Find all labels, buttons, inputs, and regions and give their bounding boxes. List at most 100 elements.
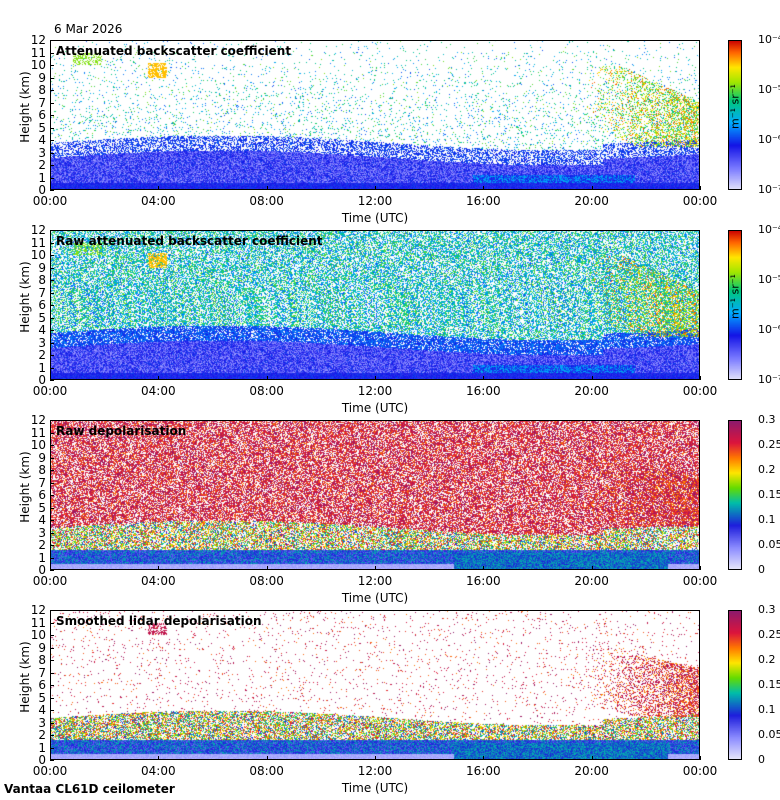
colorbar-tick-label: 0.25 (758, 628, 780, 641)
y-tick-label: 0 (38, 183, 46, 197)
y-tick-label: 8 (38, 83, 46, 97)
x-tick-mark (375, 376, 376, 380)
x-tick-label: 20:00 (574, 574, 609, 588)
y-tick-mark (50, 255, 54, 256)
x-tick-label: 16:00 (466, 194, 501, 208)
y-tick-label: 0 (38, 563, 46, 577)
colorbar-frame (728, 420, 742, 570)
chart-panel: Attenuated backscatter coefficient 0 1 2 3 4 5… (0, 34, 780, 230)
y-tick-mark (50, 420, 54, 421)
y-tick-label: 8 (38, 273, 46, 287)
colorbar-tick-label: 0 (758, 563, 765, 576)
x-tick-mark (158, 376, 160, 380)
chart-panel: Raw attenuated backscatter coefficient 0 1… (0, 224, 780, 420)
chart-title: Smoothed lidar depolarisation (56, 614, 262, 628)
y-tick-label: 11 (30, 45, 46, 60)
colorbar-tick-label: 0.05 (758, 538, 780, 551)
x-tick-mark (591, 756, 593, 760)
y-tick-mark (50, 507, 54, 509)
y-tick-mark (50, 242, 54, 244)
y-tick-mark (50, 292, 54, 294)
x-tick-label: 12:00 (357, 384, 393, 398)
y-tick-label: 8 (38, 653, 46, 667)
y-tick-label: 1 (38, 170, 46, 185)
x-tick-mark (700, 376, 701, 380)
y-tick-label: 3 (38, 715, 46, 730)
colorbar-frame (728, 40, 742, 190)
colorbar-tick-label: 10⁻⁴ (758, 33, 780, 46)
colorbar-tick-label: 10⁻⁵ (758, 273, 780, 286)
y-tick-label: 10 (30, 628, 46, 642)
colorbar-canvas (728, 610, 742, 760)
colorbar-unit: m⁻¹ sr⁻¹ (728, 84, 742, 129)
y-tick-mark (50, 660, 54, 661)
colorbar-tick-label: 0.15 (758, 488, 780, 501)
y-tick-mark (50, 127, 54, 129)
y-tick-mark (50, 40, 54, 41)
y-tick-mark (50, 557, 54, 559)
y-tick-mark (50, 760, 54, 761)
y-tick-label: 0 (38, 373, 46, 387)
y-tick-label: 11 (30, 425, 46, 440)
x-tick-label: 04:00 (141, 574, 176, 588)
colorbar-canvas (728, 420, 742, 570)
y-tick-mark (50, 622, 54, 624)
x-tick-label: 00:00 (32, 764, 68, 778)
x-tick-mark (158, 186, 160, 190)
footer-label: Vantaa CL61D ceilometer (4, 782, 175, 796)
colorbar-canvas (728, 230, 742, 380)
y-tick-mark (50, 102, 54, 104)
colorbar-tick-label: 10⁻⁷ (758, 183, 780, 196)
x-tick-label: 12:00 (357, 574, 393, 588)
y-tick-mark (50, 470, 54, 471)
y-tick-mark (50, 190, 54, 191)
y-tick-label: 9 (38, 450, 46, 465)
colorbar-tick-label: 0.2 (758, 653, 776, 666)
x-tick-label: 20:00 (574, 384, 609, 398)
y-axis-label: Height (km) (18, 261, 32, 333)
x-tick-label: 16:00 (466, 384, 501, 398)
x-tick-label: 00:00 (682, 384, 718, 398)
colorbar-tick-label: 10⁻⁴ (758, 223, 780, 236)
y-tick-label: 9 (38, 70, 46, 85)
x-tick-label: 12:00 (357, 194, 393, 208)
y-tick-mark (50, 495, 54, 496)
y-tick-mark (50, 177, 54, 179)
y-tick-label: 7 (38, 475, 46, 490)
x-tick-label: 00:00 (32, 194, 68, 208)
x-tick-mark (700, 566, 701, 570)
colorbar-canvas (728, 40, 742, 190)
y-tick-label: 5 (38, 310, 46, 325)
y-tick-mark (50, 747, 54, 749)
x-axis-label: Time (UTC) (341, 781, 409, 795)
colorbar-tick-label: 0.15 (758, 678, 780, 691)
y-tick-mark (50, 152, 54, 154)
x-tick-label: 08:00 (249, 574, 284, 588)
y-tick-label: 2 (38, 158, 46, 172)
y-tick-mark (50, 457, 54, 459)
chart-title: Raw depolarisation (56, 424, 187, 438)
heatmap-canvas (50, 40, 700, 190)
x-tick-mark (375, 566, 376, 570)
y-tick-mark (50, 722, 54, 724)
x-tick-mark (158, 756, 160, 760)
x-tick-label: 08:00 (249, 194, 284, 208)
y-tick-label: 4 (38, 703, 46, 717)
x-tick-label: 20:00 (574, 194, 609, 208)
y-tick-mark (50, 445, 54, 446)
y-tick-mark (50, 330, 54, 331)
x-tick-label: 00:00 (682, 574, 718, 588)
colorbar-tick-label: 0.2 (758, 463, 776, 476)
heatmap-canvas (50, 420, 700, 570)
y-tick-label: 3 (38, 145, 46, 160)
y-tick-mark (50, 77, 54, 79)
x-tick-label: 08:00 (249, 384, 284, 398)
colorbar-tick-label: 0 (758, 753, 765, 766)
y-tick-label: 7 (38, 665, 46, 680)
y-tick-mark (50, 710, 54, 711)
colorbar-tick-label: 0.05 (758, 728, 780, 741)
x-tick-mark (483, 376, 485, 380)
x-tick-label: 00:00 (682, 764, 718, 778)
x-tick-label: 04:00 (141, 384, 176, 398)
colorbar (728, 610, 742, 760)
